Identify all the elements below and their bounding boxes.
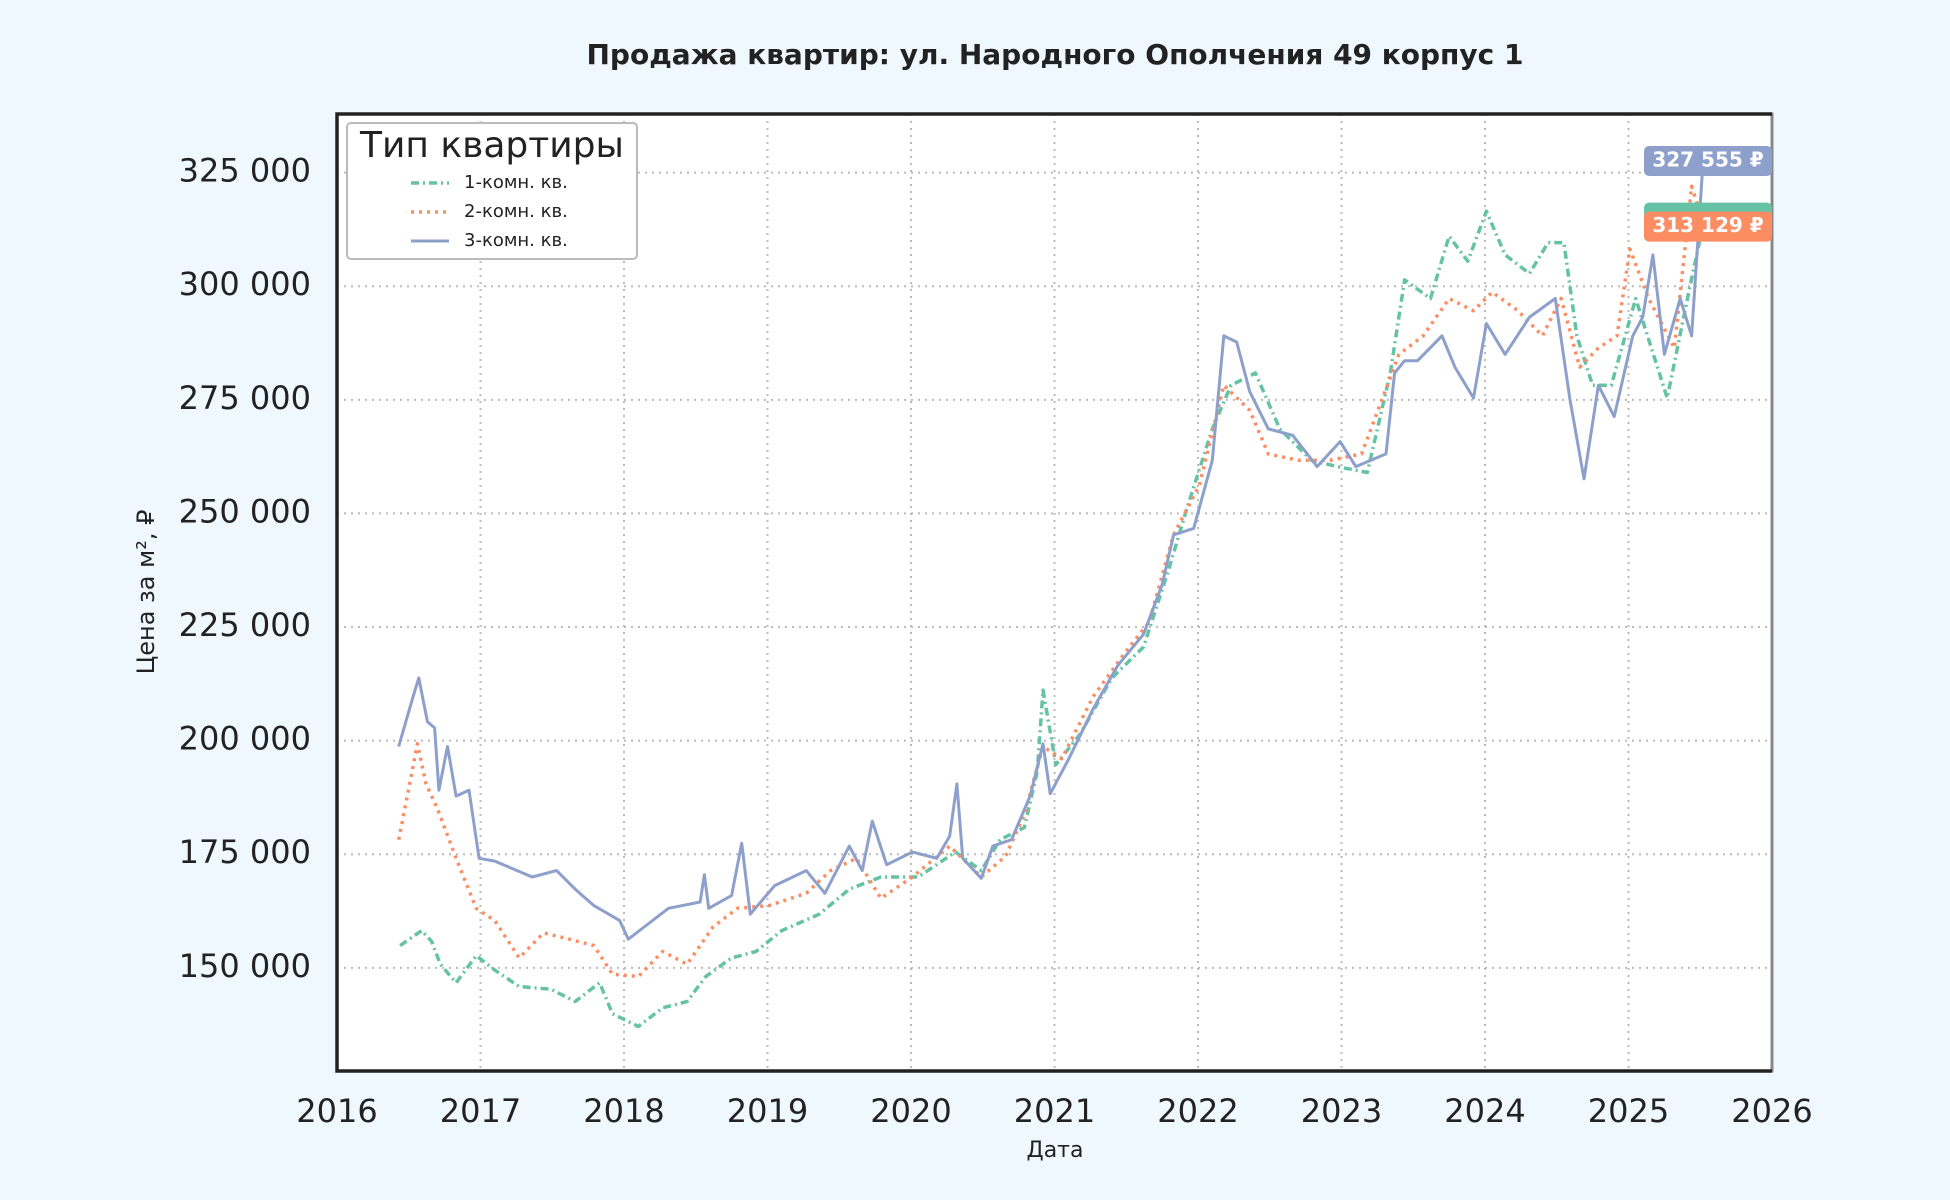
x-axis-label: Дата	[1027, 1138, 1084, 1163]
x-tick-label: 2021	[1014, 1092, 1095, 1130]
y-tick-label: 325 000	[179, 152, 311, 190]
y-tick-label: 150 000	[179, 947, 311, 985]
y-tick-label: 175 000	[179, 833, 311, 871]
end-label: 313 129 ₽	[1652, 213, 1763, 237]
series-line	[399, 209, 1707, 1029]
y-tick-label: 275 000	[179, 379, 311, 417]
x-tick-label: 2023	[1301, 1092, 1382, 1130]
end-badge	[1644, 211, 1772, 242]
axis-spine	[335, 112, 1772, 1073]
legend-box	[346, 122, 638, 260]
legend-label: 3-комн. кв.	[464, 230, 568, 251]
y-tick-label: 300 000	[179, 265, 311, 303]
x-tick-label: 2020	[870, 1092, 951, 1130]
x-tick-label: 2024	[1444, 1092, 1525, 1130]
x-tick-label: 2025	[1588, 1092, 1669, 1130]
legend-title: Тип квартиры	[359, 125, 624, 166]
x-tick-label: 2017	[440, 1092, 521, 1130]
series-line	[397, 160, 1705, 941]
x-tick-label: 2026	[1731, 1092, 1812, 1130]
y-axis-label: Цена за м², ₽	[132, 510, 160, 675]
legend-label: 2-комн. кв.	[464, 201, 568, 222]
x-tick-label: 2022	[1157, 1092, 1238, 1130]
x-tick-label: 2018	[583, 1092, 664, 1130]
x-tick-label: 2016	[296, 1092, 377, 1130]
y-tick-label: 250 000	[179, 492, 311, 530]
end-badge	[1644, 146, 1772, 177]
legend-label: 1-комн. кв.	[464, 172, 568, 193]
chart-title: Продажа квартир: ул. Народного Ополчения…	[586, 38, 1523, 71]
x-tick-label: 2019	[727, 1092, 808, 1130]
plot-area	[337, 114, 1772, 1071]
y-tick-label: 200 000	[179, 720, 311, 758]
end-label: 327 555 ₽	[1652, 148, 1763, 172]
y-tick-label: 225 000	[179, 606, 311, 644]
